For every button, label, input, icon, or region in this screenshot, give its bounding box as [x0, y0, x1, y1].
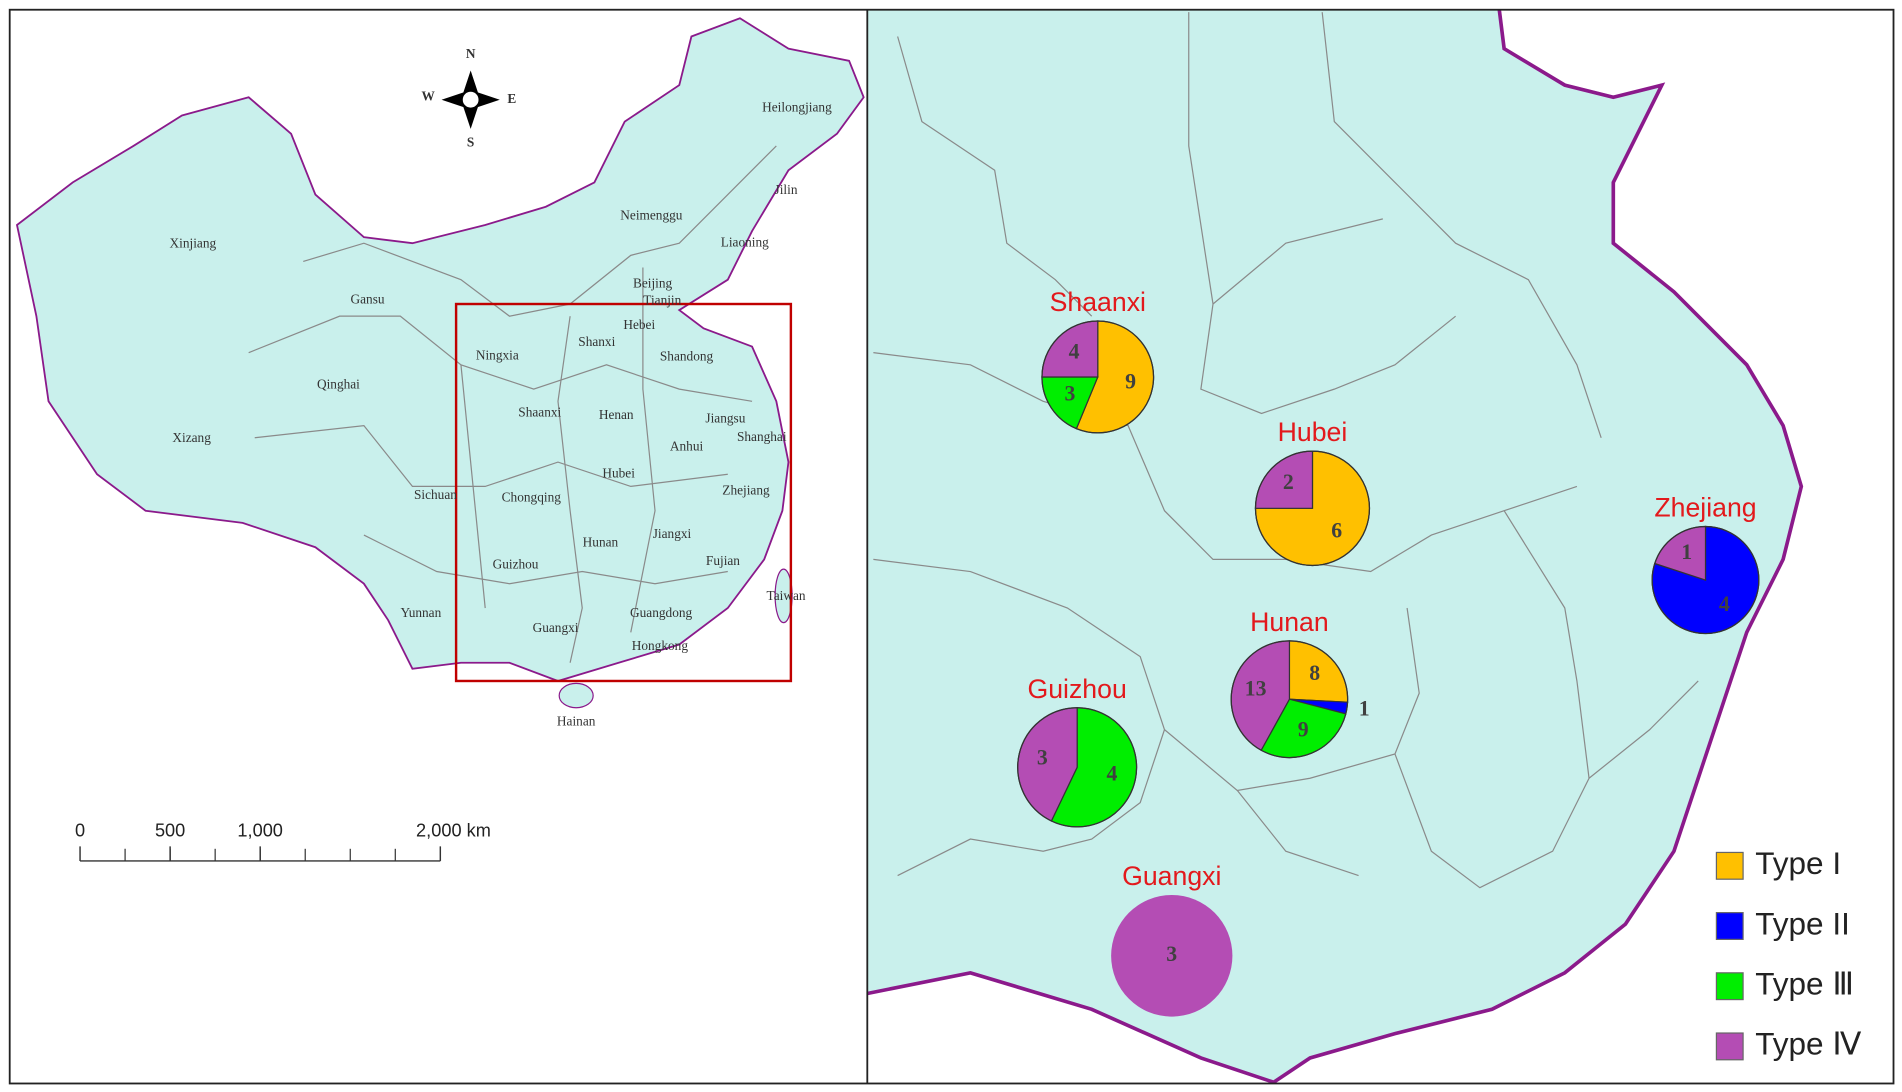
- province-label: Chongqing: [502, 490, 562, 505]
- province-label: Xinjiang: [170, 235, 217, 250]
- pie-value: 9: [1125, 370, 1136, 394]
- province-border: [873, 12, 1699, 889]
- province-label: Shandong: [660, 349, 714, 364]
- province-label: Qinghai: [317, 377, 360, 392]
- pie-value: 9: [1298, 717, 1309, 741]
- pie-value: 1: [1681, 540, 1692, 564]
- detail-map: Shaanxi 9 3 4 Hubei 6 2 Zhejiang 4 1 Hunan 8 1 9 13 Gui…: [867, 9, 1862, 1084]
- province-label: Zhejiang: [722, 482, 770, 497]
- province-label: Beijing: [633, 276, 673, 291]
- pie-title: Guizhou: [1027, 674, 1126, 704]
- pie-charts: Shaanxi 9 3 4 Hubei 6 2 Zhejiang 4 1 Hunan 8 1 9 13 Gui…: [1017, 287, 1760, 1017]
- pie-value: 1: [1359, 697, 1370, 721]
- pie-value: 4: [1069, 339, 1080, 363]
- pie-title: Shaanxi: [1050, 287, 1146, 317]
- scale-label: 0: [75, 821, 85, 841]
- pie-value: 3: [1064, 382, 1075, 406]
- legend-label: Type Ⅲ: [1755, 966, 1854, 1002]
- province-label: Shanxi: [578, 334, 615, 349]
- compass-e: E: [507, 91, 516, 106]
- frame: [8, 8, 1895, 1085]
- province-label: Guizhou: [493, 557, 539, 572]
- scale-label: 2,000 km: [416, 821, 491, 841]
- pie-value: 8: [1309, 661, 1320, 685]
- pie-outline: [1651, 525, 1760, 635]
- pie-outline: [1017, 707, 1138, 828]
- province-label: Anhui: [670, 439, 704, 454]
- legend-label: Type I: [1755, 845, 1841, 881]
- province-label: Hainan: [557, 713, 596, 728]
- legend: Type I Type II Type Ⅲ Type Ⅳ: [1715, 845, 1862, 1062]
- pie-value: 13: [1245, 676, 1267, 700]
- scale-bar: 0 500 1,000 2,000 km: [75, 821, 491, 862]
- pie-slice: [1111, 895, 1233, 1017]
- province-label: Taiwan: [767, 588, 806, 603]
- legend-swatch: [1715, 912, 1744, 940]
- legend-swatch: [1715, 1032, 1744, 1061]
- pie-title: Hunan: [1250, 607, 1329, 637]
- province-label: Jiangsu: [705, 411, 745, 426]
- focus-box: [454, 302, 793, 683]
- province-label: Henan: [599, 407, 634, 422]
- province-label: Shaanxi: [518, 405, 561, 420]
- province-label: Jiangxi: [653, 526, 692, 541]
- pie-outline: [1254, 450, 1371, 567]
- province-label: Gansu: [351, 291, 385, 306]
- pie-value: 4: [1719, 592, 1730, 616]
- pie-value: 4: [1106, 761, 1117, 785]
- province-label: Heilongjiang: [762, 99, 832, 114]
- overview-map: N S E W Heilongjiang Jilin Neimenggu Liaoni…: [15, 17, 865, 862]
- compass: N S E W: [422, 46, 517, 150]
- scale-label: 1,000: [237, 821, 283, 841]
- compass-n: N: [466, 46, 476, 61]
- legend-label: Type II: [1755, 905, 1850, 941]
- province-label: Hebei: [623, 317, 655, 332]
- province-label: Neimenggu: [620, 208, 683, 223]
- pie-outline: [1230, 640, 1349, 759]
- pie-value: 3: [1037, 745, 1048, 769]
- province-label: Shanghai: [737, 429, 787, 444]
- legend-label: Type Ⅳ: [1755, 1026, 1862, 1062]
- province-label: Hongkong: [632, 638, 689, 653]
- province-label: Guangxi: [533, 620, 579, 635]
- province-labels: Heilongjiang Jilin Neimenggu Liaoning Xinjia…: [170, 99, 833, 728]
- pie-title: Hubei: [1278, 417, 1348, 447]
- legend-swatch: [1715, 851, 1744, 880]
- province-label: Liaoning: [721, 234, 769, 249]
- pie-value: 3: [1166, 942, 1177, 966]
- pie-outline: [1041, 320, 1155, 434]
- island: [558, 682, 594, 709]
- legend-swatch: [1715, 972, 1744, 1001]
- pie-value: 6: [1331, 519, 1342, 543]
- pie-title: Guangxi: [1122, 861, 1221, 891]
- province-label: Ningxia: [476, 347, 519, 362]
- province-label: Hunan: [583, 535, 619, 550]
- pie-value: 2: [1283, 470, 1294, 494]
- province-label: Xizang: [172, 430, 211, 445]
- province-label: Yunnan: [401, 605, 442, 620]
- province-label: Guangdong: [630, 605, 693, 620]
- province-label: Tianjin: [643, 293, 681, 308]
- china-outline: [15, 17, 865, 682]
- province-label: Jilin: [775, 182, 798, 197]
- compass-s: S: [467, 135, 474, 150]
- province-label: Sichuan: [414, 487, 457, 502]
- compass-w: W: [422, 88, 436, 103]
- scale-label: 500: [155, 821, 185, 841]
- pie-title: Zhejiang: [1654, 493, 1756, 523]
- province-label: Hubei: [602, 465, 635, 480]
- province-label: Fujian: [706, 553, 740, 568]
